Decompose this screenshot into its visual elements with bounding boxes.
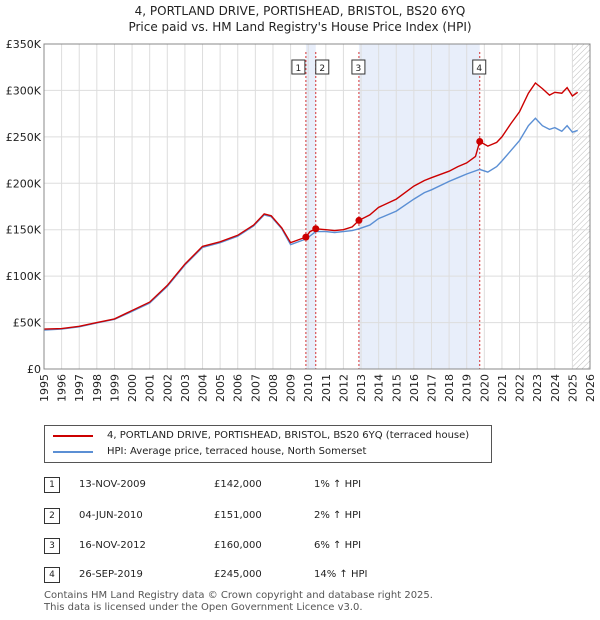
sale-number-label: 2: [319, 64, 325, 74]
x-tick-label: 2019: [461, 374, 474, 402]
x-tick-label: 1997: [73, 374, 86, 402]
transaction-date: 26-SEP-2019: [79, 569, 143, 580]
sale-number-label: 4: [476, 64, 482, 74]
x-tick-label: 2018: [443, 374, 456, 402]
property-price-line: [43, 81, 579, 330]
x-tick-label: 2021: [496, 374, 509, 402]
transaction-number: 2: [44, 508, 60, 524]
x-tick-label: 2022: [514, 374, 527, 402]
x-tick-label: 2011: [320, 374, 333, 402]
legend-label-property: 4, PORTLAND DRIVE, PORTISHEAD, BRISTOL, …: [107, 430, 470, 441]
x-tick-label: 2007: [249, 374, 262, 402]
y-tick-label: £50K: [13, 317, 42, 330]
footer-line-licence: This data is licensed under the Open Gov…: [44, 602, 363, 613]
x-tick-label: 2009: [285, 374, 298, 402]
sale-point: [312, 225, 320, 233]
x-tick-label: 1998: [91, 374, 104, 402]
legend-item-property: 4, PORTLAND DRIVE, PORTISHEAD, BRISTOL, …: [53, 430, 469, 441]
chart-subtitle: Price paid vs. HM Land Registry's House …: [128, 20, 472, 34]
price-chart: £0 £50K £100K £150K £200K £250K £300K £350K 1995…: [6, 38, 597, 402]
x-tick-label: 2014: [373, 374, 386, 402]
x-tick-label: 1999: [108, 374, 121, 402]
x-tick-label: 1995: [38, 374, 51, 402]
footer: Contains HM Land Registry data © Crown c…: [44, 590, 433, 614]
legend-swatch-property: [53, 434, 93, 437]
legend-item-hpi: HPI: Average price, terraced house, Nort…: [53, 446, 366, 457]
x-tick-label: 2006: [232, 374, 245, 402]
transaction-price: £245,000: [214, 569, 262, 580]
transaction-number: 4: [44, 567, 60, 583]
y-tick-label: £250K: [6, 131, 42, 144]
chart-title: 4, PORTLAND DRIVE, PORTISHEAD, BRISTOL, …: [134, 4, 466, 18]
legend-label-hpi: HPI: Average price, terraced house, Nort…: [107, 446, 367, 457]
x-tick-label: 2024: [549, 374, 562, 402]
transaction-hpi: 6% ↑ HPI: [314, 540, 362, 551]
y-tick-label: £350K: [6, 38, 42, 51]
legend-swatch-hpi: [53, 450, 93, 453]
sale-point: [302, 233, 310, 241]
x-tick-label: 2004: [197, 374, 210, 402]
sale-number-box: [315, 59, 330, 75]
sale-number-box: [472, 59, 487, 75]
sale-number-label: 3: [356, 64, 362, 74]
transaction-price: £160,000: [214, 540, 262, 551]
y-tick-label: £0: [27, 363, 41, 376]
x-tick-label: 2023: [531, 374, 544, 402]
sale-number-box: [351, 59, 366, 75]
transaction-number: 3: [44, 538, 60, 554]
x-tick-label: 2020: [478, 374, 491, 402]
x-tick-label: 2025: [566, 374, 579, 402]
x-tick-label: 2001: [144, 374, 157, 402]
footer-line-copyright: Contains HM Land Registry data © Crown c…: [44, 590, 433, 601]
transaction-date: 16-NOV-2012: [79, 540, 146, 551]
x-tick-label: 2000: [126, 374, 139, 402]
sale-point: [476, 138, 484, 145]
x-tick-label: 2005: [214, 374, 227, 402]
x-tick-label: 2008: [267, 374, 280, 402]
x-tick-label: 2013: [355, 374, 368, 402]
sale-point: [355, 216, 363, 224]
y-tick-label: £150K: [6, 224, 42, 237]
x-tick-label: 1996: [56, 374, 69, 402]
shaded-period: [358, 44, 480, 369]
y-tick-label: £200K: [6, 177, 42, 190]
transaction-date: 13-NOV-2009: [79, 479, 146, 490]
shaded-period: [305, 44, 316, 369]
x-tick-label: 2003: [179, 374, 192, 402]
y-tick-label: £100K: [6, 270, 42, 283]
x-tick-label: 2012: [337, 374, 350, 402]
transaction-hpi: 2% ↑ HPI: [314, 510, 362, 521]
x-tick-label: 2002: [161, 374, 174, 402]
legend: 4, PORTLAND DRIVE, PORTISHEAD, BRISTOL, …: [44, 425, 492, 463]
transaction-date: 04-JUN-2010: [79, 510, 143, 521]
transaction-hpi: 14% ↑ HPI: [314, 569, 368, 580]
x-tick-label: 2016: [408, 374, 421, 402]
sale-number-box: [291, 59, 306, 75]
sale-number-label: 1: [296, 64, 302, 74]
plot-frame: [43, 43, 591, 370]
x-tick-label: 2017: [425, 374, 438, 402]
transaction-hpi: 1% ↑ HPI: [314, 479, 362, 490]
hatched-forecast-region: [572, 44, 590, 369]
transaction-price: £151,000: [214, 510, 262, 521]
x-tick-label: 2015: [390, 374, 403, 402]
x-tick-label: 2026: [584, 374, 597, 402]
transaction-number: 1: [44, 477, 60, 493]
x-tick-label: 2010: [302, 374, 315, 402]
transaction-price: £142,000: [214, 479, 262, 490]
y-tick-label: £300K: [6, 84, 42, 97]
